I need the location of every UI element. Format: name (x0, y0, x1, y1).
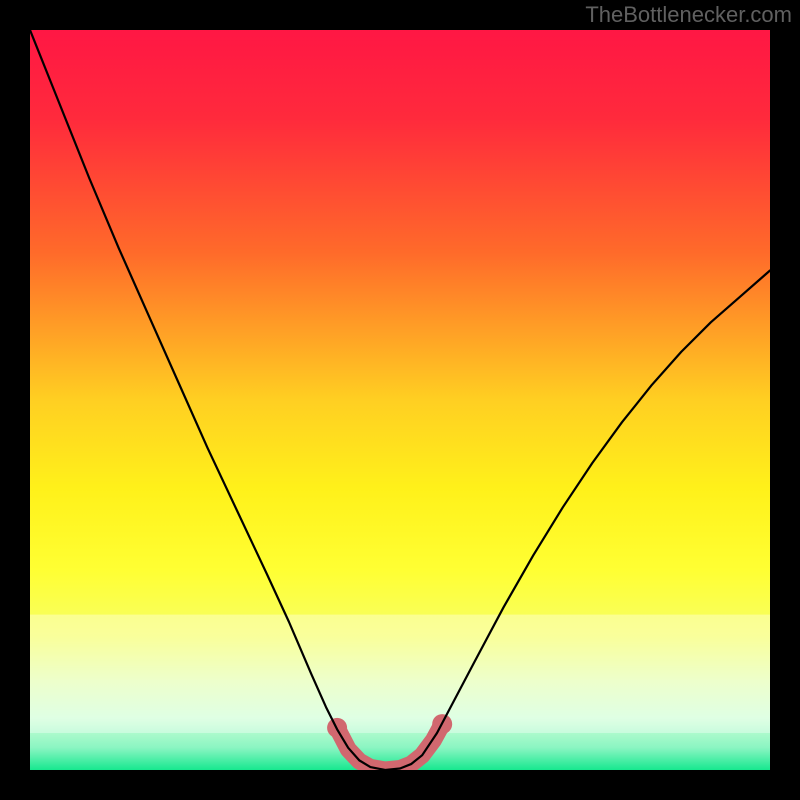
plot-area (30, 30, 770, 770)
watermark-label: TheBottlenecker.com (585, 2, 792, 28)
chart-container: TheBottlenecker.com (0, 0, 800, 800)
bottleneck-chart (0, 0, 800, 800)
pale-yellow-band (30, 615, 770, 733)
